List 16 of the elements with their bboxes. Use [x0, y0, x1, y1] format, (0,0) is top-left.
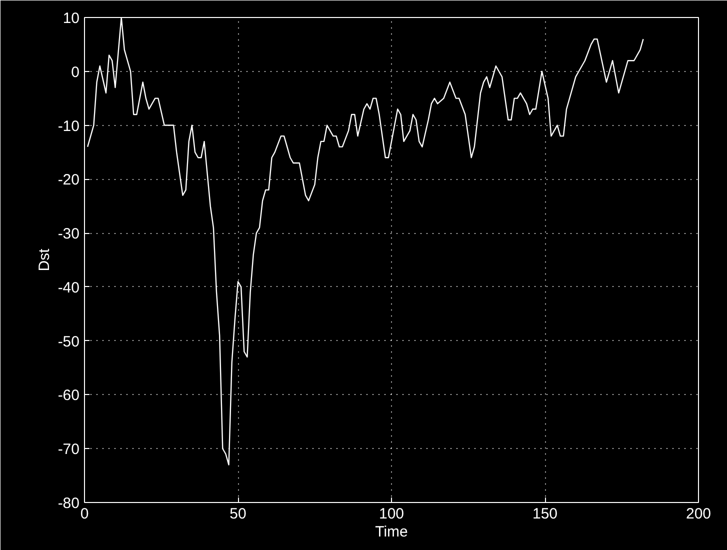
y-tick-label: -20	[58, 172, 80, 189]
x-tick-label: 200	[686, 506, 712, 522]
y-tick-label: -10	[58, 118, 80, 135]
y-tick-label: -80	[58, 495, 80, 512]
y-axis-title: Dst	[36, 248, 53, 272]
x-tick-label: 150	[532, 506, 558, 522]
y-tick-label: 10	[62, 10, 80, 27]
y-tick-label: -40	[58, 279, 80, 296]
y-tick-label: 0	[71, 64, 80, 81]
y-tick-label: -70	[58, 441, 80, 458]
x-axis-title: Time	[375, 524, 408, 540]
x-tick-label: 50	[230, 506, 246, 522]
x-tick-label: 100	[378, 506, 404, 522]
y-tick-label: -60	[58, 387, 80, 404]
y-tick-label: -50	[58, 333, 80, 350]
y-tick-label: -30	[58, 226, 80, 243]
